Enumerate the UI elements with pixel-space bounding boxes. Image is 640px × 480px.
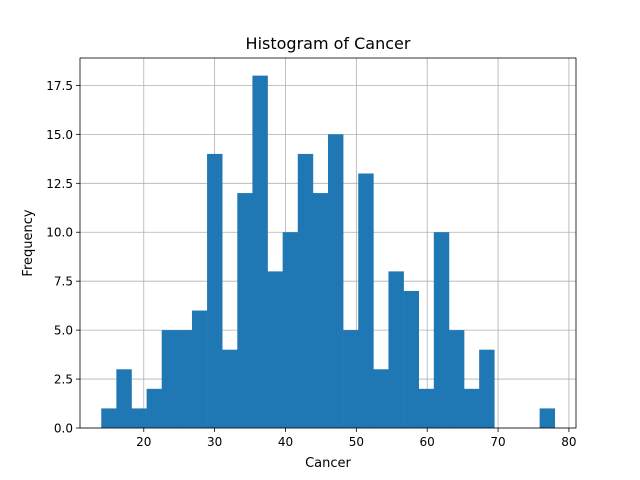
histogram-bar [433,232,450,428]
x-axis-ticks: 20 30 40 50 60 70 80 [136,428,577,449]
y-axis-label: Frequency [21,209,36,276]
histogram-bars [101,75,556,429]
x-tick-label: 20 [136,435,151,449]
histogram-bar [282,232,299,428]
y-tick-label: 12.5 [46,177,73,191]
histogram-bar [237,193,253,428]
histogram-bar [388,271,404,428]
histogram-bar [176,330,193,428]
histogram-bar [312,193,329,428]
histogram-bar [131,408,147,428]
y-tick-label: 5.0 [54,324,73,338]
x-tick-label: 40 [278,435,293,449]
chart-title: Histogram of Cancer [246,34,411,53]
y-tick-label: 0.0 [54,422,73,436]
histogram-bar [343,330,359,428]
histogram-bar [539,408,556,428]
histogram-bar [464,388,480,428]
histogram-bar [116,369,132,428]
histogram-bar [161,330,178,428]
x-tick-label: 50 [349,435,364,449]
histogram-bar [222,349,238,428]
y-tick-label: 7.5 [54,275,73,289]
x-tick-label: 80 [561,435,576,449]
histogram-bar [418,388,435,428]
histogram-bar [403,290,419,428]
histogram-bar [252,75,268,428]
histogram-bar [479,349,495,428]
histogram-bar [101,408,117,428]
histogram-bar [358,173,374,428]
y-tick-label: 2.5 [54,373,73,387]
histogram-bar [191,310,208,428]
y-axis-ticks: 0.0 2.5 5.0 7.5 10.0 12.5 15.0 17.5 [46,79,80,436]
histogram-bar [373,369,389,428]
y-tick-label: 15.0 [46,128,73,142]
x-tick-label: 30 [207,435,222,449]
histogram-bar [448,330,465,428]
x-tick-label: 60 [420,435,435,449]
y-tick-label: 10.0 [46,226,73,240]
histogram-bar [328,134,344,428]
histogram-bar [146,388,163,428]
x-axis-label: Cancer [305,456,351,471]
histogram-bar [297,153,314,429]
plot-frame [79,57,577,429]
histogram-bar [207,153,223,429]
x-tick-label: 70 [490,435,505,449]
y-tick-label: 17.5 [46,79,73,93]
histogram-bar [267,271,283,428]
